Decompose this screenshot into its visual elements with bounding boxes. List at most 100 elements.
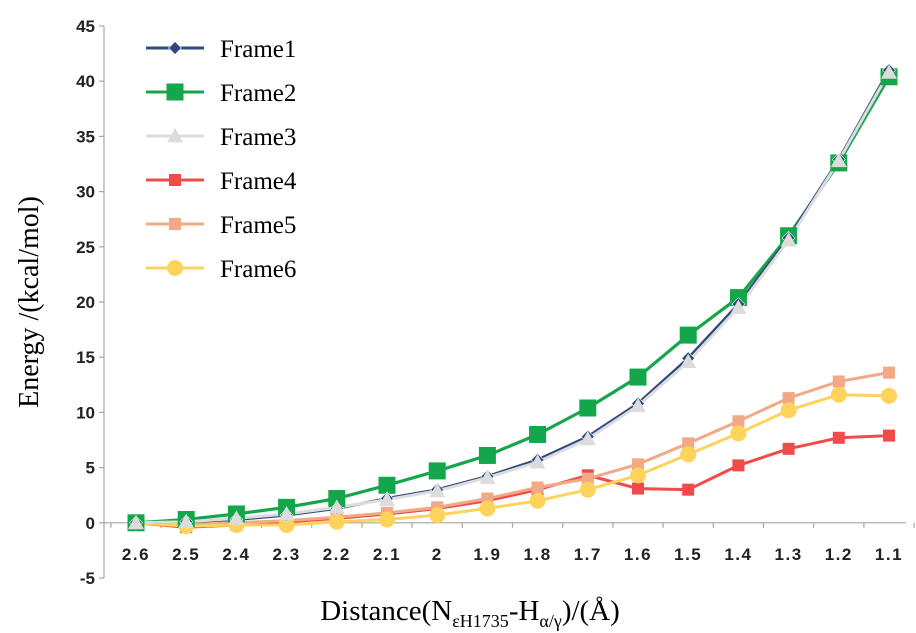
legend-item-frame5: Frame5	[146, 212, 296, 239]
frame2-point	[629, 368, 647, 386]
x-tick-label: 2.6	[122, 545, 150, 564]
y-tick-label: 30	[76, 183, 95, 202]
frame6-point	[680, 446, 697, 463]
frame3-point	[529, 454, 546, 469]
frame6-point	[328, 513, 345, 530]
y-tick-label: 25	[76, 238, 95, 257]
legend-label: Frame1	[220, 36, 296, 63]
x-tick-label: 2.3	[273, 545, 301, 564]
legend-item-frame2: Frame2	[146, 80, 296, 107]
legend-item-frame3: Frame3	[146, 124, 296, 151]
x-tick-label: 2.5	[172, 545, 200, 564]
x-tick-label: 1.4	[724, 545, 752, 564]
x-axis-title-suffix: )/(Å)	[562, 595, 620, 627]
legend-item-frame6: Frame6	[146, 256, 296, 283]
x-tick-label: 1.6	[624, 545, 652, 564]
legend-swatch-marker	[167, 260, 183, 276]
x-tick-label: 1.2	[825, 545, 853, 564]
legend-swatch-marker	[169, 218, 181, 230]
frame6-line	[135, 393, 890, 528]
x-tick-label: 1.9	[473, 545, 501, 564]
frame5-point	[682, 437, 695, 450]
legend-item-frame1: Frame1	[146, 36, 296, 63]
frame6-point	[579, 481, 596, 498]
frame3-point	[730, 299, 747, 314]
legend-label: Frame4	[220, 168, 297, 195]
legend-label: Frame5	[220, 212, 296, 239]
frame6-point	[529, 492, 546, 509]
frame3-point	[379, 491, 395, 507]
frame3-point	[881, 64, 897, 79]
legend-label: Frame6	[220, 256, 296, 283]
frame5-point	[581, 472, 594, 485]
y-tick-label: 10	[76, 403, 95, 422]
frame2-point	[529, 425, 547, 443]
x-axis-title-mid: -H	[509, 595, 540, 627]
x-tick-label: 1.5	[674, 545, 702, 564]
y-tick-label: 20	[76, 293, 95, 312]
frame6-point	[379, 511, 395, 528]
legend-swatch-marker	[166, 83, 184, 101]
y-tick-label: 40	[76, 72, 95, 91]
y-tick-label: 15	[76, 348, 95, 367]
frame3-line	[135, 71, 891, 525]
legend-swatch-marker	[167, 128, 183, 143]
x-tick-label: 2	[432, 545, 443, 564]
frame4-line	[135, 434, 890, 529]
legend-swatch-marker	[169, 174, 181, 186]
x-axis-title-prefix: Distance(N	[320, 595, 452, 627]
legend-swatch-marker	[168, 41, 182, 55]
series-lines	[135, 69, 891, 529]
frame3-point	[228, 510, 245, 525]
frame6-point	[630, 467, 646, 484]
frame2-point	[328, 490, 346, 508]
frame4-point	[832, 431, 845, 444]
frame6-point	[881, 387, 897, 404]
frame4-point	[682, 483, 695, 496]
series-markers	[127, 63, 898, 535]
frame6-point	[278, 517, 295, 534]
legend-item-frame4: Frame4	[146, 168, 297, 195]
frame5-point	[732, 415, 745, 428]
frame2-point	[478, 446, 496, 464]
legend-label: Frame2	[220, 80, 296, 107]
frame2-point	[428, 462, 446, 480]
frame3-point	[429, 482, 446, 498]
x-axis-title: Distance(NεH1735-Hα/γ)/(Å)	[320, 595, 620, 631]
axes: -5 0 5 10 15 20 25 30 35 40 45 2.6 2.5 2.4 2.3 2.2 2.1 2 1…	[76, 17, 915, 588]
x-tick-label: 1.1	[875, 545, 903, 564]
frame6-point	[429, 507, 446, 524]
legend-label: Frame3	[220, 124, 296, 151]
x-tick-label: 2.4	[222, 545, 250, 564]
y-tick-label: 5	[86, 459, 95, 478]
frame3-point	[328, 499, 345, 514]
frame3-point	[680, 353, 697, 369]
frame6-point	[730, 425, 747, 442]
frame6-point	[780, 402, 797, 419]
frame3-point	[128, 514, 144, 530]
frame3-point	[780, 232, 797, 247]
frame4-point	[782, 442, 795, 455]
y-tick-label: 0	[86, 514, 95, 533]
frame3-point	[479, 469, 496, 484]
y-tick-label: -5	[80, 569, 95, 588]
x-tick-label: 2.2	[323, 545, 351, 564]
frame5-point	[632, 458, 644, 471]
frame3-point	[830, 152, 847, 168]
y-tick-label: 35	[76, 127, 95, 146]
frame2-point	[378, 476, 396, 494]
frame3-point	[579, 430, 596, 446]
frame3-point	[278, 505, 295, 521]
frame5-point	[782, 392, 795, 405]
frame3-point	[630, 397, 646, 413]
frame2-line	[135, 75, 891, 525]
x-axis-title-sub2: α/γ	[539, 611, 561, 631]
frame5-point	[832, 375, 845, 388]
frame6-point	[479, 500, 496, 517]
x-axis-title-sub1: εH1735	[452, 611, 509, 631]
x-tick-label: 1.7	[574, 545, 602, 564]
x-tick-label: 1.8	[524, 545, 552, 564]
y-tick-label: 45	[76, 17, 95, 36]
frame3-point	[178, 513, 195, 529]
